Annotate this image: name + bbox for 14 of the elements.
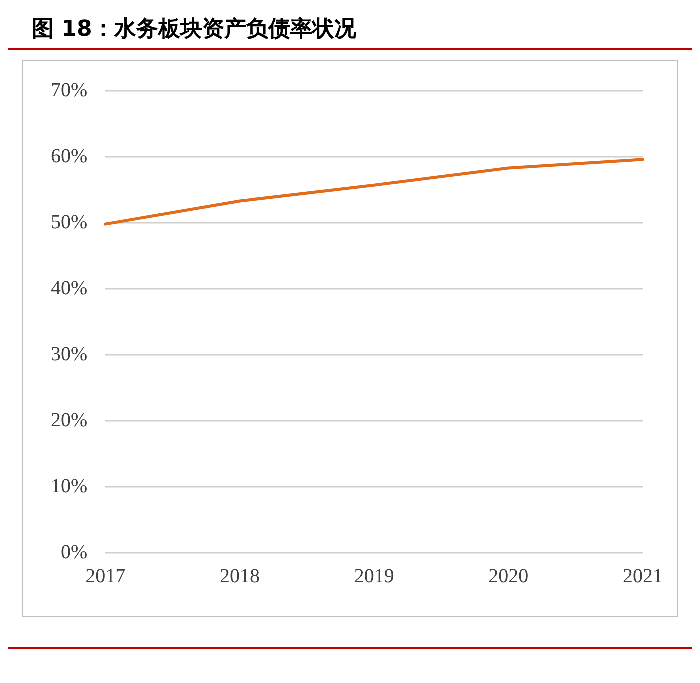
y-tick-label: 20% [50,409,88,432]
y-tick-label: 10% [50,475,88,498]
y-tick-label: 40% [50,277,88,300]
y-tick-label: 30% [50,343,88,366]
y-tick-label: 0% [60,541,88,564]
y-tick-label: 70% [50,79,88,102]
x-tick-label: 2017 [86,565,126,588]
x-tick-label: 2020 [488,565,529,588]
x-tick-label: 2019 [354,565,394,588]
y-tick-label: 60% [50,145,88,168]
chart-title: 图 18：水务板块资产负债率状况 [31,16,358,44]
y-tick-label: 50% [50,211,88,234]
x-tick-label: 2021 [623,565,663,588]
x-tick-label: 2018 [220,565,260,588]
